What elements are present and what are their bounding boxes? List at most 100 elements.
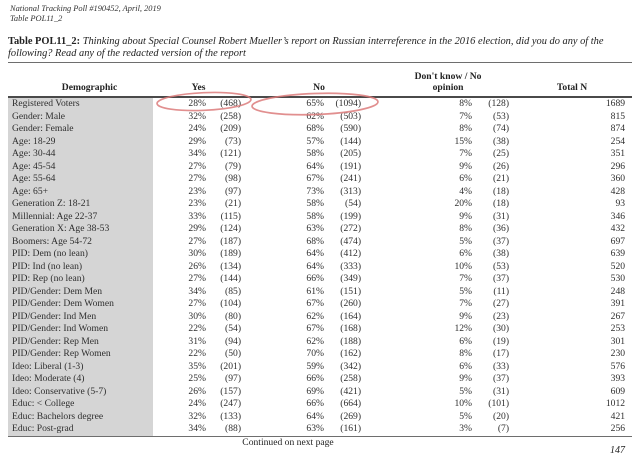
total-n-cell: 393 xyxy=(610,373,626,384)
table-row: Age: 45-54 27% (79) 64% (191) 9% (26) 296 xyxy=(8,160,632,173)
yes-pct-cell: 33% xyxy=(188,210,206,222)
yes-n-cell: (97) xyxy=(225,185,242,197)
no-pct-cell: 64% xyxy=(306,248,325,259)
yes-n-cell: (144) xyxy=(220,273,242,284)
table-row: Millennial: Age 22-37 33% (115) 58% (199) 9% (… xyxy=(8,210,632,223)
demographic-cell: Millennial: Age 22-37 xyxy=(8,210,153,223)
no-n-cell: (590) xyxy=(340,123,362,134)
header-yes: Yes xyxy=(191,81,206,93)
dk-n-cell: (37) xyxy=(493,373,510,384)
table-row: PID: Rep (no lean) 27% (144) 66% (349) 7% (37)… xyxy=(8,273,632,286)
table-label: Table POL11_2: xyxy=(8,36,81,47)
no-pct-cell: 62% xyxy=(306,310,325,322)
no-pct-cell: 69% xyxy=(306,385,325,397)
dk-n-cell: (53) xyxy=(493,110,510,122)
yes-n-cell: (85) xyxy=(225,285,242,297)
document-meta: National Tracking Poll #190452, April, 2… xyxy=(10,4,161,23)
dk-pct-cell: 5% xyxy=(459,385,473,397)
yes-n-cell: (115) xyxy=(220,210,242,222)
no-pct-cell: 57% xyxy=(306,135,325,147)
no-pct-cell: 66% xyxy=(306,398,325,409)
table-question: Table POL11_2: Thinking about Special Co… xyxy=(8,36,633,60)
dk-n-cell: (37) xyxy=(493,273,510,284)
dk-pct-cell: 20% xyxy=(454,198,473,209)
demographic-cell: Age: 55-64 xyxy=(8,173,153,186)
yes-n-cell: (187) xyxy=(220,235,242,247)
yes-pct-cell: 34% xyxy=(188,148,206,159)
demographic-cell: PID/Gender: Dem Men xyxy=(8,285,153,298)
no-n-cell: (269) xyxy=(340,410,362,422)
demographic-cell: Registered Voters xyxy=(8,97,153,111)
header-dont-know: Don't know / No opinion xyxy=(414,71,482,93)
demographic-cell: Age: 30-44 xyxy=(8,148,153,161)
yes-n-cell: (133) xyxy=(220,410,242,422)
dk-pct-cell: 7% xyxy=(459,148,473,159)
yes-n-cell: (97) xyxy=(225,373,242,384)
no-n-cell: (188) xyxy=(340,335,362,347)
yes-n-cell: (54) xyxy=(225,323,242,334)
yes-pct-cell: 23% xyxy=(188,198,206,209)
yes-n-cell: (80) xyxy=(225,310,242,322)
table-id-line: Table POL11_2 xyxy=(10,13,63,23)
dk-n-cell: (25) xyxy=(493,148,510,159)
dk-n-cell: (18) xyxy=(493,198,510,209)
no-pct-cell: 70% xyxy=(306,348,325,359)
total-n-cell: 639 xyxy=(610,248,626,259)
no-n-cell: (161) xyxy=(340,423,362,434)
total-n-cell: 609 xyxy=(610,385,626,397)
dk-n-cell: (20) xyxy=(493,410,510,422)
page-number: 147 xyxy=(610,445,625,456)
yes-pct-cell: 26% xyxy=(188,260,206,272)
yes-pct-cell: 27% xyxy=(188,235,206,247)
yes-pct-cell: 27% xyxy=(188,160,206,172)
demographic-cell: Educ: Bachelors degree xyxy=(8,410,153,423)
table-row: PID/Gender: Ind Men 30% (80) 62% (164) 9% (23)… xyxy=(8,310,632,323)
no-pct-cell: 66% xyxy=(306,273,325,284)
yes-n-cell: (157) xyxy=(220,385,242,397)
yes-pct-cell: 30% xyxy=(188,248,206,259)
demographic-cell: Ideo: Liberal (1-3) xyxy=(8,360,153,373)
dk-n-cell: (38) xyxy=(493,248,510,259)
dk-pct-cell: 5% xyxy=(459,410,473,422)
yes-pct-cell: 35% xyxy=(188,360,206,372)
total-n-cell: 346 xyxy=(610,210,626,222)
no-n-cell: (421) xyxy=(340,385,362,397)
dk-n-cell: (74) xyxy=(493,123,510,134)
demographic-cell: Ideo: Conservative (5-7) xyxy=(8,385,153,398)
dk-pct-cell: 7% xyxy=(459,273,473,284)
demographic-cell: Generation X: Age 38-53 xyxy=(8,223,153,236)
dk-n-cell: (37) xyxy=(493,235,510,247)
yes-pct-cell: 27% xyxy=(188,273,206,284)
yes-n-cell: (258) xyxy=(220,110,242,122)
dk-pct-cell: 6% xyxy=(459,173,473,184)
yes-pct-cell: 22% xyxy=(188,323,206,334)
table-row: PID: Dem (no lean) 30% (189) 64% (412) 6% (38)… xyxy=(8,248,632,261)
no-pct-cell: 67% xyxy=(306,298,325,309)
table-row: PID/Gender: Rep Women 22% (50) 70% (162) 8% (1… xyxy=(8,348,632,361)
table-row: Educ: Bachelors degree 32% (133) 64% (269) 5%… xyxy=(8,410,632,423)
no-pct-cell: 62% xyxy=(306,110,325,122)
total-n-cell: 576 xyxy=(610,360,626,372)
header-no: No xyxy=(313,81,325,93)
demographic-cell: PID/Gender: Ind Men xyxy=(8,310,153,323)
no-n-cell: (258) xyxy=(340,373,362,384)
total-n-cell: 1689 xyxy=(605,98,626,109)
yes-n-cell: (50) xyxy=(225,348,242,359)
no-pct-cell: 73% xyxy=(306,185,325,197)
dk-n-cell: (36) xyxy=(493,223,510,234)
dk-pct-cell: 8% xyxy=(459,123,473,134)
table-row: Age: 30-44 34% (121) 58% (205) 7% (25) 351 xyxy=(8,148,632,161)
dk-pct-cell: 9% xyxy=(459,210,473,222)
total-n-cell: 360 xyxy=(610,173,626,184)
yes-n-cell: (88) xyxy=(225,423,242,434)
no-pct-cell: 58% xyxy=(306,210,325,222)
table-row: Ideo: Conservative (5-7) 26% (157) 69% (421)… xyxy=(8,385,632,398)
table-row: Registered Voters 28% (468) 65% (1094) 8% (128… xyxy=(8,97,632,111)
no-pct-cell: 64% xyxy=(306,410,325,422)
dk-n-cell: (128) xyxy=(488,98,510,109)
dk-n-cell: (26) xyxy=(493,160,510,172)
no-n-cell: (199) xyxy=(340,210,362,222)
total-n-cell: 428 xyxy=(610,185,626,197)
yes-pct-cell: 34% xyxy=(188,285,206,297)
no-n-cell: (272) xyxy=(340,223,362,234)
